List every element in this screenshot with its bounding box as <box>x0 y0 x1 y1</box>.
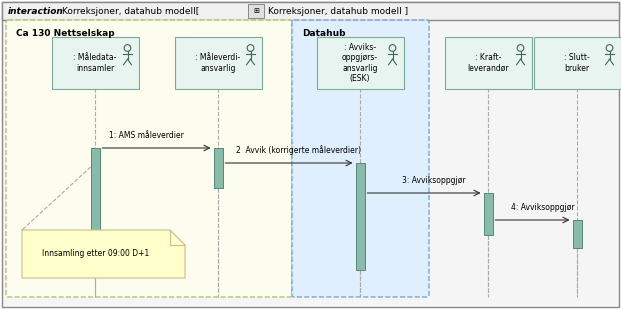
FancyBboxPatch shape <box>533 37 620 89</box>
Text: Korreksjoner, datahub modell ]: Korreksjoner, datahub modell ] <box>268 6 408 15</box>
FancyBboxPatch shape <box>292 20 429 297</box>
Text: : Måledata-
innsamler: : Måledata- innsamler <box>73 53 117 73</box>
Text: 4: Avviksoppgjør: 4: Avviksoppgjør <box>510 203 574 212</box>
Text: : Avviks-
oppgjørs-
ansvarlig
(ESK): : Avviks- oppgjørs- ansvarlig (ESK) <box>342 43 378 83</box>
Text: : Måleverdi-
ansvarlig: : Måleverdi- ansvarlig <box>196 53 240 73</box>
FancyBboxPatch shape <box>355 163 365 270</box>
Text: : Kraft-
leverandør: : Kraft- leverandør <box>467 53 509 73</box>
FancyBboxPatch shape <box>317 37 404 89</box>
Text: Datahub: Datahub <box>302 29 345 39</box>
FancyBboxPatch shape <box>573 220 581 248</box>
FancyBboxPatch shape <box>484 193 492 235</box>
Polygon shape <box>22 230 185 278</box>
Text: : Slutt-
bruker: : Slutt- bruker <box>564 53 590 73</box>
FancyBboxPatch shape <box>91 148 99 243</box>
Text: 3: Avviksoppgjør: 3: Avviksoppgjør <box>402 176 466 185</box>
FancyBboxPatch shape <box>2 2 619 20</box>
Text: Ca 130 Nettselskap: Ca 130 Nettselskap <box>16 29 115 39</box>
FancyBboxPatch shape <box>214 148 222 188</box>
Text: 1: AMS måleverdier: 1: AMS måleverdier <box>109 131 184 140</box>
Text: Korreksjoner, datahub modell[: Korreksjoner, datahub modell[ <box>62 6 199 15</box>
FancyBboxPatch shape <box>175 37 261 89</box>
FancyBboxPatch shape <box>6 20 292 297</box>
Text: interaction: interaction <box>8 6 64 15</box>
FancyBboxPatch shape <box>445 37 532 89</box>
FancyBboxPatch shape <box>52 37 138 89</box>
Text: 2  Avvik (korrigerte måleverdier): 2 Avvik (korrigerte måleverdier) <box>237 145 361 155</box>
Text: Innsamling etter 09:00 D+1: Innsamling etter 09:00 D+1 <box>42 249 150 259</box>
FancyBboxPatch shape <box>248 4 264 18</box>
Text: ⊞: ⊞ <box>253 8 259 14</box>
